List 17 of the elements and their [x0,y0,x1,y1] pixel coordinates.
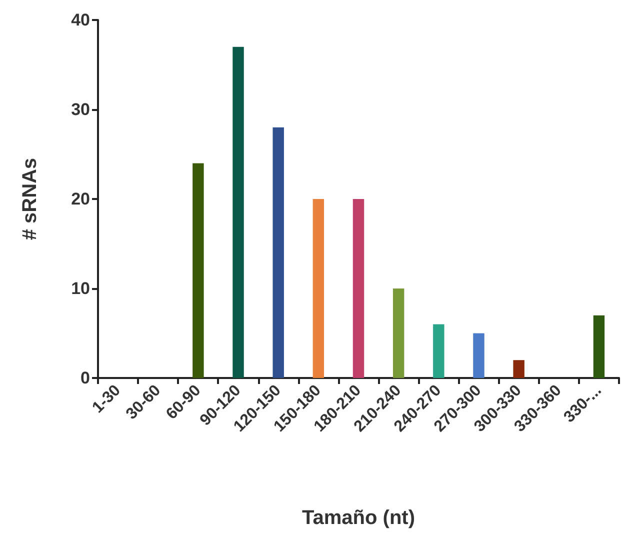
bar [312,199,324,378]
y-tick-label: 30 [71,100,90,119]
x-axis-title: Tamaño (nt) [302,507,415,529]
bar [232,46,244,378]
bar [593,315,605,378]
y-tick-label: 20 [71,190,90,208]
y-axis-title: # sRNAs [19,158,41,240]
y-tick-label: 10 [71,279,90,298]
y-tick-label: 40 [71,10,90,30]
bar [392,288,404,378]
bar [473,333,484,378]
bar [513,360,524,378]
bar [352,199,364,378]
bar [192,163,204,378]
y-tick-label: 0 [80,368,90,388]
bar [433,324,444,378]
bar [272,127,284,378]
